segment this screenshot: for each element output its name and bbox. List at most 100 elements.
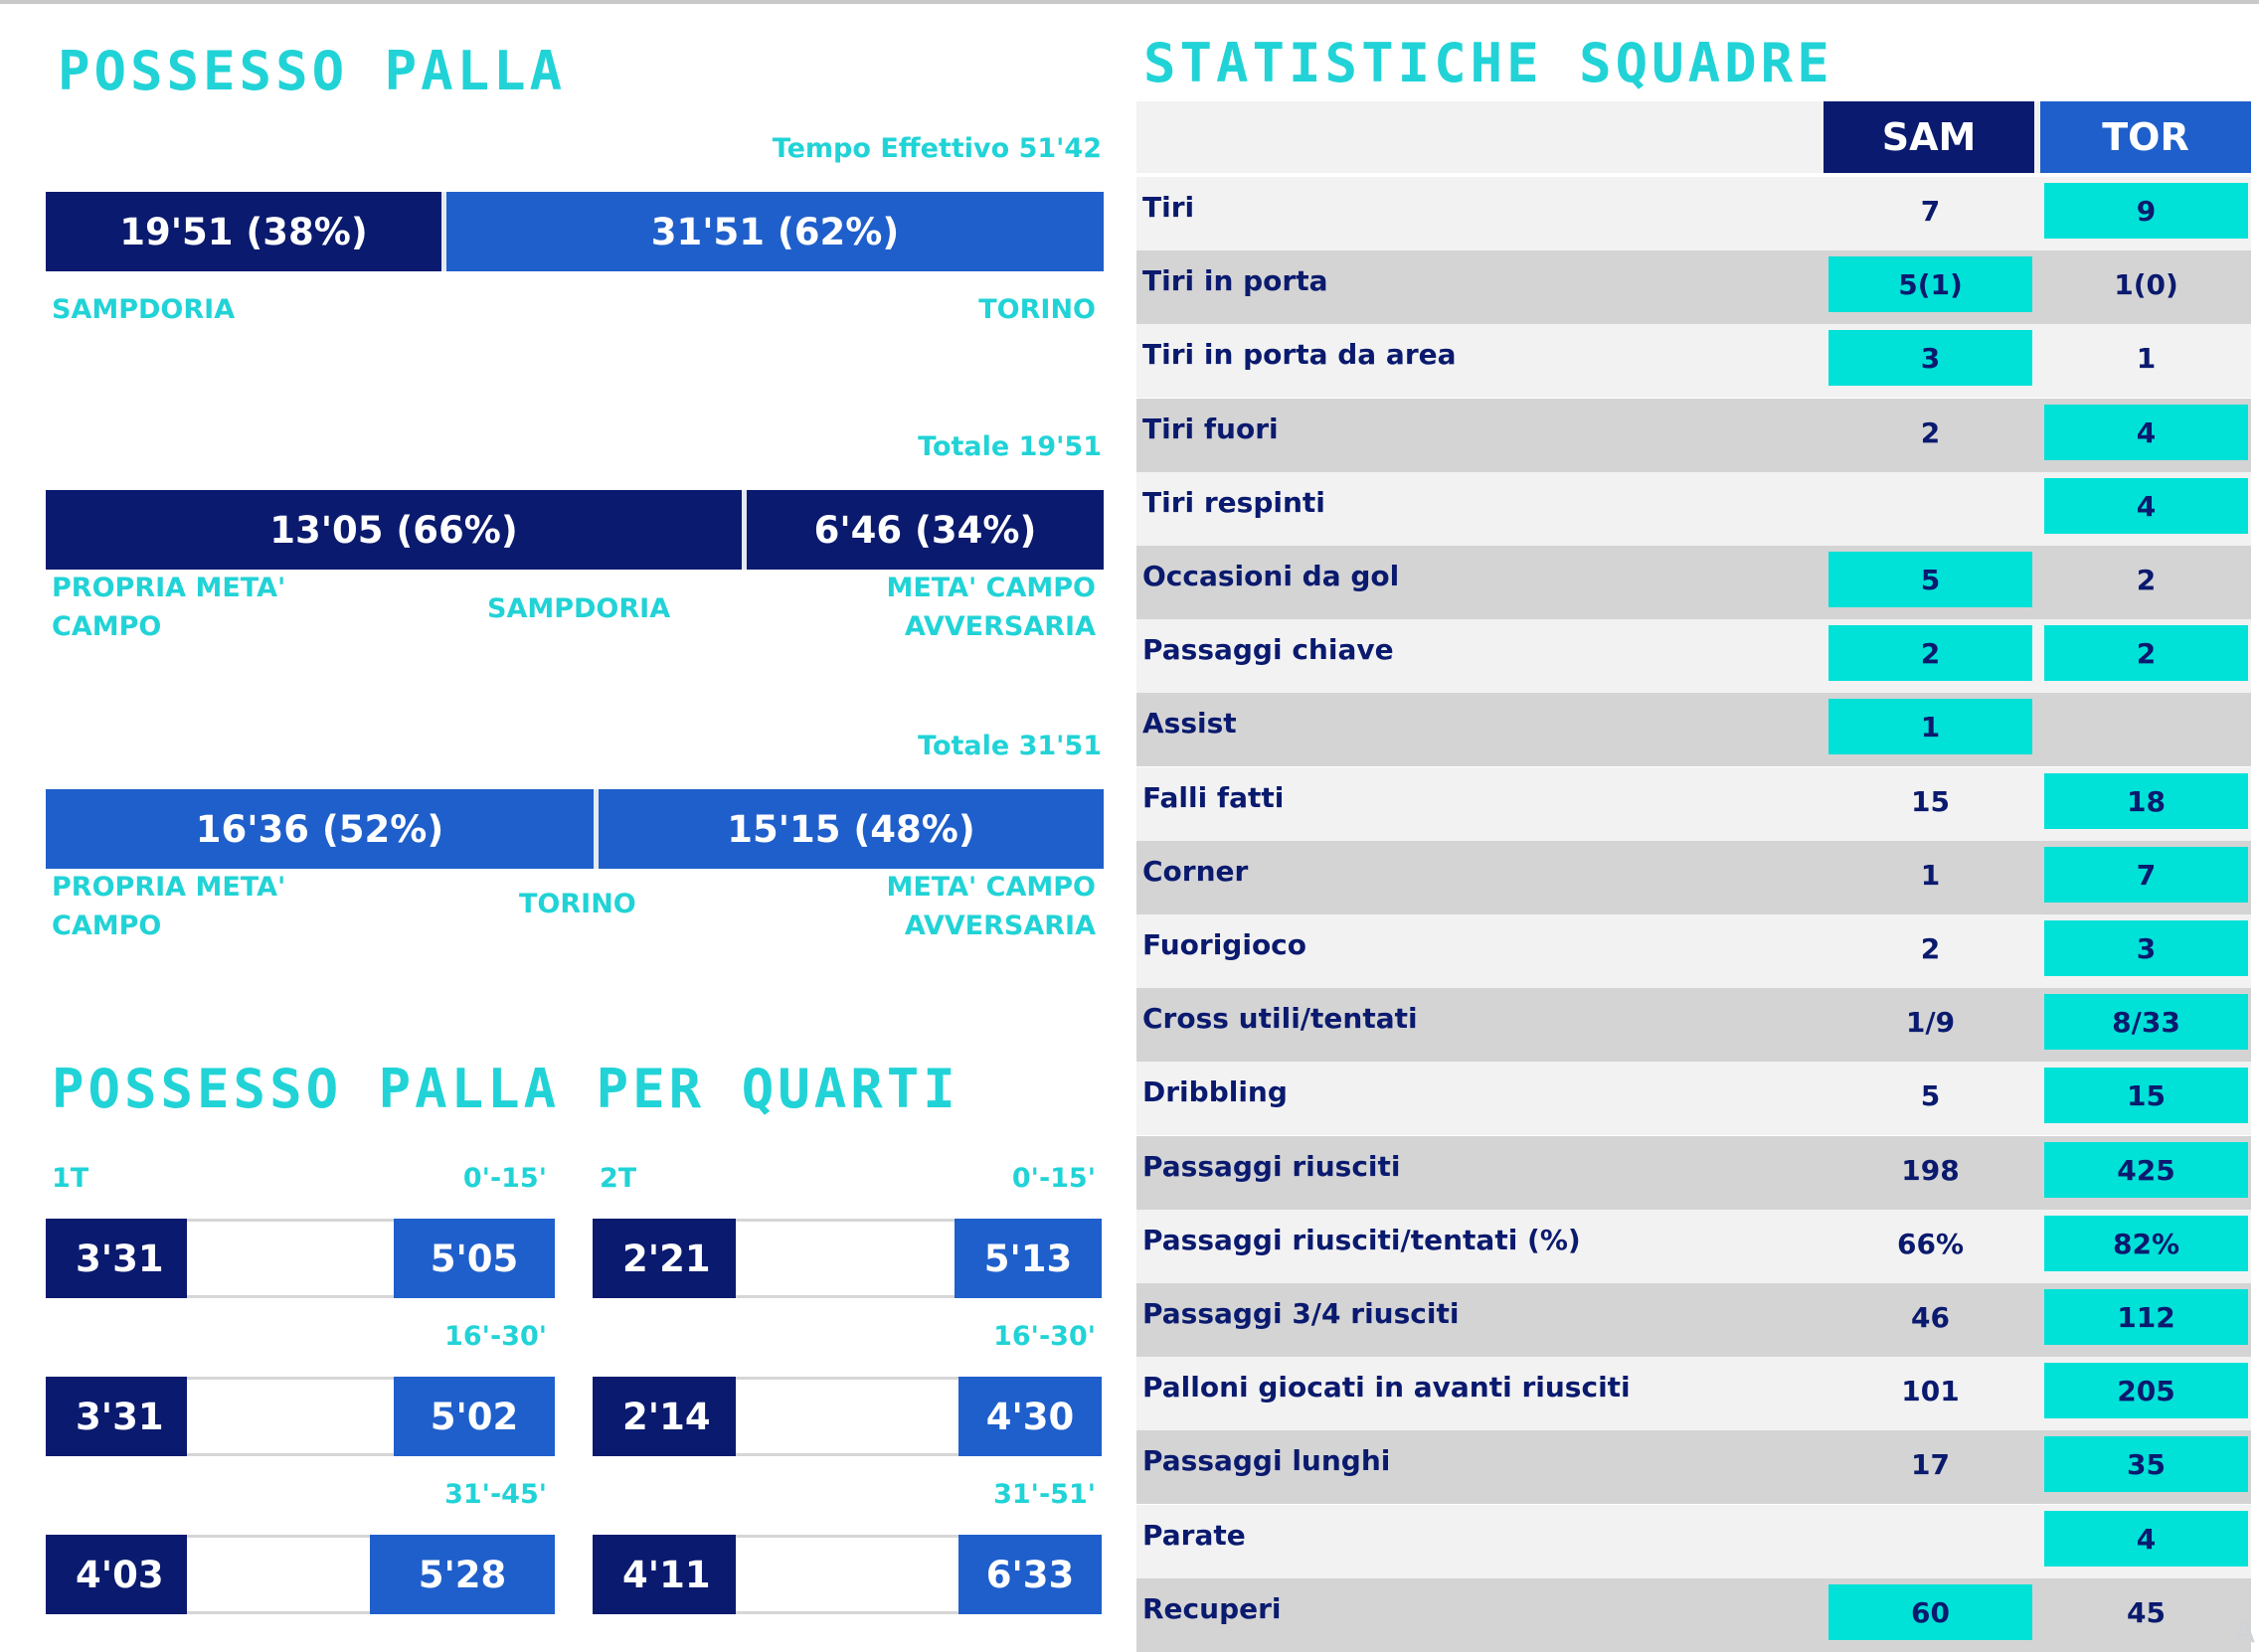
stat-label: Cross utili/tentati: [1142, 1001, 1418, 1035]
stat-value-tor: 2: [2136, 563, 2157, 596]
quarter-range: 0'-15': [1011, 1163, 1096, 1194]
stat-value-sam: 5(1): [1828, 256, 2032, 312]
column-header-tor: TOR: [2040, 101, 2251, 173]
stat-value-sam: 2: [1920, 415, 1941, 449]
stats-row: Fuorigioco 2 3: [1136, 914, 2251, 988]
stats-row: Palloni giocati in avanti riusciti 101 205: [1136, 1357, 2251, 1430]
stat-value-tor: [2044, 699, 2248, 754]
stats-row: Occasioni da gol 5 2: [1136, 546, 2251, 619]
quarti-title: POSSESSO PALLA PER QUARTI: [52, 1058, 959, 1120]
stat-value-sam: 5: [1920, 1078, 1941, 1112]
quarter-bar: 4'11 6'33: [593, 1535, 1102, 1614]
stats-row: Recuperi 60 45: [1136, 1578, 2251, 1652]
stat-value-tor: 3: [2044, 920, 2248, 976]
stat-value-sam: 46: [1911, 1300, 1950, 1334]
stats-row: Tiri respinti 4: [1136, 472, 2251, 546]
stat-label: Assist: [1142, 706, 1237, 740]
stats-row: Passaggi chiave 2 2: [1136, 619, 2251, 693]
stat-value-sam: 66%: [1896, 1227, 1965, 1260]
team-right-label: TORINO: [978, 294, 1096, 325]
stats-row: Tiri in porta da area 3 1: [1136, 324, 2251, 398]
stat-value-tor: 2: [2044, 625, 2248, 681]
stat-value-sam: 15: [1911, 784, 1950, 818]
sampdoria-opp-half-label: META' CAMPO AVVERSARIA: [886, 573, 1096, 642]
torino-own-half-segment: 16'36 (52%): [46, 789, 594, 869]
stat-value-sam: 3: [1828, 330, 2032, 386]
stats-row: Tiri in porta 5(1) 1(0): [1136, 250, 2251, 324]
torino-possession-segment: 31'51 (62%): [446, 192, 1104, 271]
corner-watermark: A: [2234, 1615, 2255, 1650]
quarter-bar: 3'31 5'02: [46, 1377, 555, 1456]
sampdoria-own-half-label: PROPRIA META' CAMPO: [52, 573, 286, 642]
stats-row: Falli fatti 15 18: [1136, 767, 2251, 841]
sampdoria-opp-half-segment: 6'46 (34%): [747, 490, 1104, 570]
stat-value-tor: 45: [2127, 1595, 2166, 1629]
stat-value-sam: [1828, 1511, 2032, 1567]
torino-quarter-value: 5'05: [394, 1219, 555, 1298]
torino-quarter-value: 5'13: [955, 1219, 1102, 1298]
stat-label: Passaggi 3/4 riusciti: [1142, 1296, 1460, 1330]
sampdoria-team-label: SAMPDORIA: [487, 593, 671, 624]
stats-row: Tiri 7 9: [1136, 177, 2251, 250]
statistiche-title: STATISTICHE SQUADRE: [1143, 32, 1833, 94]
stat-value-tor: 8/33: [2044, 994, 2248, 1050]
quarter-bar: 2'14 4'30: [593, 1377, 1102, 1456]
stats-row: Dribbling 5 15: [1136, 1062, 2251, 1135]
quarter-range: 16'-30': [993, 1321, 1096, 1352]
stat-value-sam: 198: [1901, 1153, 1960, 1187]
stat-value-tor: 18: [2044, 773, 2248, 829]
stat-label: Fuorigioco: [1142, 927, 1307, 961]
stat-value-tor: 425: [2044, 1142, 2248, 1198]
sampdoria-possession-segment: 19'51 (38%): [46, 192, 441, 271]
stat-label: Occasioni da gol: [1142, 559, 1400, 592]
sampdoria-total: Totale 19'51: [918, 431, 1102, 462]
stat-value-tor: 9: [2044, 183, 2248, 239]
stat-value-sam: 60: [1828, 1584, 2032, 1640]
stat-value-tor: 4: [2044, 1511, 2248, 1567]
stats-row: Passaggi lunghi 17 35: [1136, 1430, 2251, 1504]
stat-value-tor: 1(0): [2114, 267, 2178, 301]
bar-separator: [742, 490, 747, 570]
top-border: [0, 0, 2259, 4]
stats-row: Passaggi riusciti 198 425: [1136, 1136, 2251, 1210]
sampdoria-quarter-value: 3'31: [46, 1219, 187, 1298]
sampdoria-field-bar: 13'05 (66%) 6'46 (34%): [46, 490, 1104, 570]
sampdoria-quarter-value: 4'11: [593, 1535, 736, 1614]
torino-quarter-value: 4'30: [958, 1377, 1102, 1456]
stats-row: Assist 1: [1136, 693, 2251, 766]
stats-row: Corner 1 7: [1136, 841, 2251, 914]
stat-value-tor: 35: [2044, 1436, 2248, 1492]
second-half-label: 2T: [600, 1163, 637, 1194]
torino-field-bar: 16'36 (52%) 15'15 (48%): [46, 789, 1104, 869]
torino-quarter-value: 6'33: [958, 1535, 1102, 1614]
stat-value-tor: 1: [2136, 341, 2157, 375]
stat-label: Tiri fuori: [1142, 412, 1279, 445]
stats-row: Parate 4: [1136, 1505, 2251, 1578]
stat-label: Passaggi chiave: [1142, 632, 1394, 666]
quarter-bar: 3'31 5'05: [46, 1219, 555, 1298]
torino-own-half-label: PROPRIA META' CAMPO: [52, 872, 286, 941]
tempo-effettivo: Tempo Effettivo 51'42: [772, 133, 1102, 164]
bar-separator: [594, 789, 599, 869]
torino-team-label: TORINO: [519, 889, 636, 919]
stat-label: Tiri in porta da area: [1142, 337, 1457, 371]
quarter-range: 0'-15': [462, 1163, 547, 1194]
stat-value-sam: 2: [1920, 931, 1941, 965]
stat-value-sam: 5: [1828, 552, 2032, 607]
possession-main-bar: 19'51 (38%) 31'51 (62%): [46, 192, 1104, 271]
sampdoria-quarter-value: 3'31: [46, 1377, 187, 1456]
stat-label: Passaggi riusciti/tentati (%): [1142, 1223, 1581, 1256]
sampdoria-quarter-value: 4'03: [46, 1535, 187, 1614]
torino-total: Totale 31'51: [918, 731, 1102, 761]
stat-value-sam: 101: [1901, 1374, 1960, 1407]
stat-value-sam: 1: [1920, 858, 1941, 892]
stat-value-tor: 7: [2044, 847, 2248, 903]
quarter-range: 16'-30': [444, 1321, 547, 1352]
column-header-sam: SAM: [1824, 101, 2034, 173]
quarter-bar: 4'03 5'28: [46, 1535, 555, 1614]
stats-row: Cross utili/tentati 1/9 8/33: [1136, 988, 2251, 1062]
stat-label: Dribbling: [1142, 1074, 1288, 1108]
bar-separator: [441, 192, 446, 271]
sampdoria-own-half-segment: 13'05 (66%): [46, 490, 742, 570]
stats-row: Passaggi 3/4 riusciti 46 112: [1136, 1283, 2251, 1357]
